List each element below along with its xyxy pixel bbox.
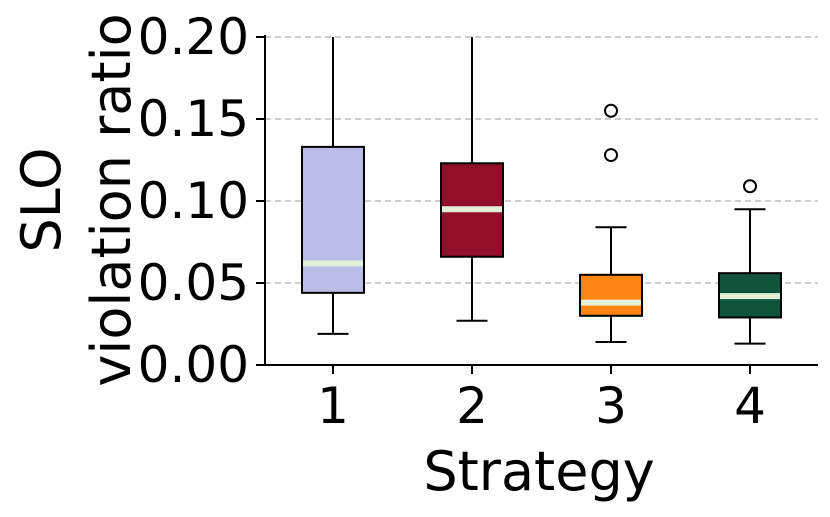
box-4 (718, 179, 782, 345)
x-tick-label: 4 (734, 377, 766, 435)
outlier-point (743, 179, 757, 194)
y-ticks: 0.00 0.05 0.10 0.15 0.20 (138, 8, 265, 394)
y-tick-label: 0.20 (138, 8, 249, 66)
outlier-point (604, 148, 618, 163)
x-tick-label: 2 (456, 377, 488, 435)
box-3 (579, 103, 643, 344)
outlier-point (604, 103, 618, 118)
x-ticks: 1 2 3 4 (317, 365, 766, 435)
box-series (301, 37, 782, 345)
box-1 (301, 37, 365, 335)
box-2 (440, 37, 504, 322)
box-iqr (301, 145, 365, 294)
y-axis-label-line-2: violation ratio (80, 13, 143, 386)
box-iqr (579, 273, 643, 317)
x-tick-label: 3 (595, 377, 627, 435)
y-tick-label: 0.00 (138, 336, 249, 394)
x-axis-label: Strategy (423, 440, 654, 503)
y-axis-label: SLO violation ratio (10, 13, 143, 386)
y-tick-label: 0.15 (138, 90, 249, 148)
x-tick-label: 1 (317, 377, 349, 435)
y-axis-label-line-1: SLO (10, 148, 73, 253)
y-tick-label: 0.05 (138, 254, 249, 312)
y-tick-label: 0.10 (138, 172, 249, 230)
